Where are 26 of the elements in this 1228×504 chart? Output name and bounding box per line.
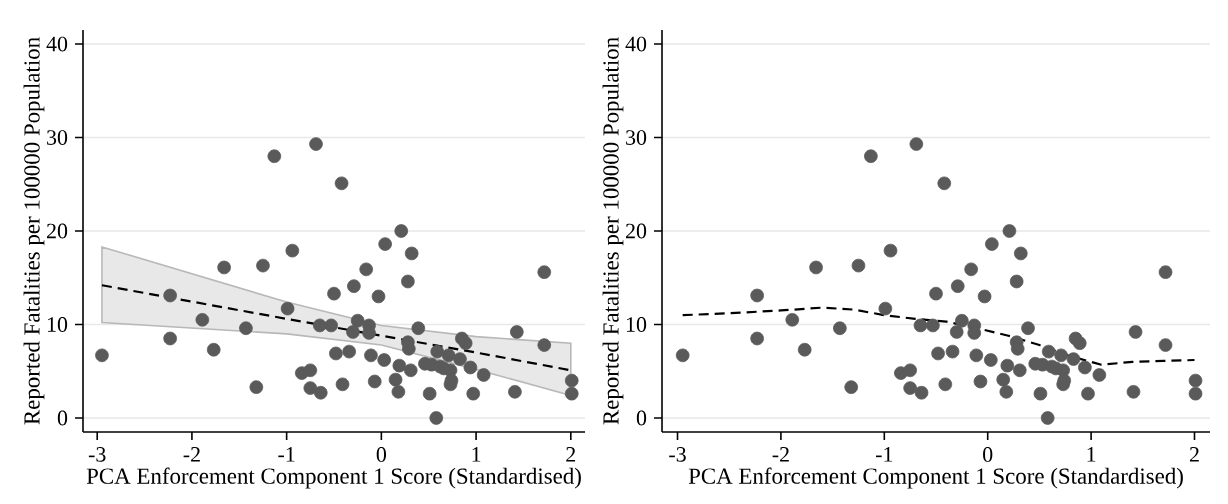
x-axis-title: PCA Enforcement Component 1 Score (Standardised)	[688, 467, 1183, 489]
y-tick-label: 0	[636, 410, 647, 426]
x-tick-label: -3	[669, 447, 686, 462]
y-tick-label: 20	[47, 223, 68, 239]
y-axis-title: Reported Fatalities per 100000 Population	[602, 37, 624, 425]
y-tick-label: 20	[626, 223, 647, 239]
x-tick-label: -2	[183, 447, 200, 462]
y-tick-label: 0	[57, 410, 68, 426]
x-tick-label: 1	[1087, 447, 1096, 462]
y-tick-label: 40	[46, 36, 68, 52]
x-tick-label: 0	[376, 447, 387, 462]
y-tick-label: 10	[47, 317, 68, 332]
x-tick-label: 2	[1189, 447, 1199, 462]
x-tick-label: 2	[566, 447, 576, 462]
x-tick-label: 1	[472, 447, 481, 462]
y-axis-title: Reported Fatalities per 100000 Population	[23, 37, 45, 425]
x-axis-title: PCA Enforcement Component 1 Score (Standardised)	[86, 467, 581, 489]
x-tick-label: -3	[88, 447, 106, 462]
x-tick-label: -2	[772, 447, 789, 462]
y-tick-label: 40	[625, 36, 647, 52]
x-tick-label: -1	[875, 447, 893, 462]
y-tick-label: 30	[47, 130, 68, 145]
x-tick-label: -1	[278, 447, 295, 462]
x-tick-label: 0	[983, 447, 993, 462]
y-tick-label: 30	[626, 130, 647, 145]
y-tick-label: 10	[626, 317, 647, 332]
